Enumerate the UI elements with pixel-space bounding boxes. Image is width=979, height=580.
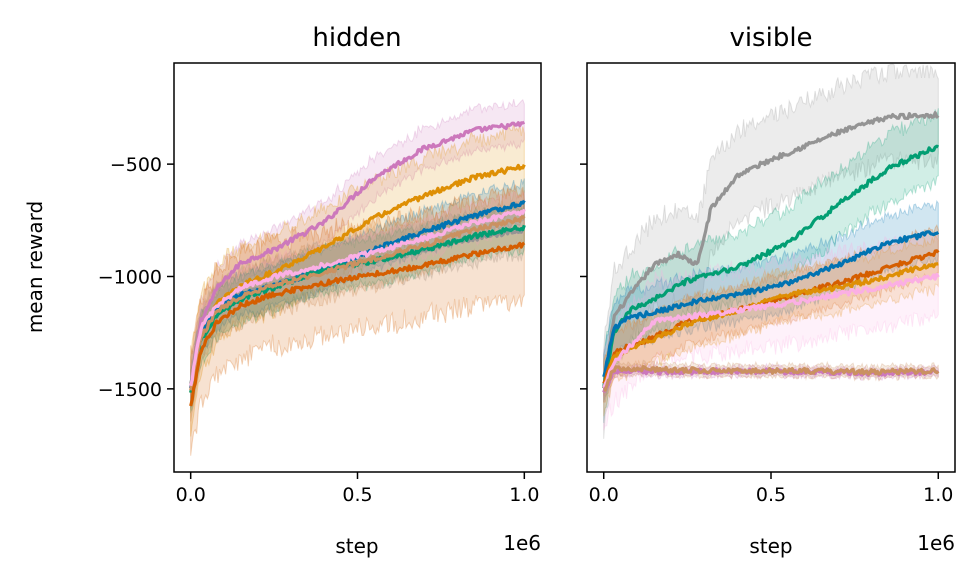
series-band: [190, 184, 525, 456]
y-tick-label: −1500: [98, 379, 162, 401]
series-band: [603, 63, 939, 439]
x-offset-label: 1e6: [503, 531, 541, 555]
series-line: [189, 241, 526, 407]
panel-hidden: hidden 0.0 0.5 1.0−500−1000−1500 step 1e6 …: [23, 23, 542, 558]
series-line: [602, 272, 940, 389]
series-band: [603, 359, 939, 398]
series-band: [603, 224, 939, 403]
series-band: [190, 123, 525, 437]
series-line: [603, 365, 940, 392]
series-line: [189, 120, 526, 389]
y-tick-label: −1000: [98, 266, 162, 288]
tick-group: 0.0 0.5 1.0: [580, 163, 953, 506]
series-band: [603, 233, 939, 417]
series-line: [602, 262, 939, 389]
x-offset-label: 1e6: [917, 531, 955, 555]
chart-title: visible: [729, 23, 812, 53]
x-tick-label: 1.0: [923, 484, 953, 506]
x-axis-label: step: [749, 534, 792, 558]
series-line: [602, 111, 940, 389]
plot-area: [189, 98, 526, 456]
x-tick-label: 0.5: [756, 484, 786, 506]
y-axis-label: mean reward: [23, 201, 47, 333]
panel-visible: visible 0.0 0.5 1.0 step 1e6: [580, 23, 956, 558]
x-axis-label: step: [335, 534, 378, 558]
series-line: [189, 163, 526, 394]
series-line: [602, 230, 940, 378]
x-tick-label: 0.0: [589, 484, 619, 506]
x-tick-label: 0.5: [342, 484, 372, 506]
series-band: [603, 108, 939, 423]
series-line: [189, 208, 526, 387]
series-line: [189, 215, 526, 391]
series-band: [190, 202, 525, 414]
plot-area: [602, 63, 940, 439]
x-tick-label: 1.0: [509, 484, 539, 506]
tick-group: 0.0 0.5 1.0 −500 −1000 −1500: [98, 154, 540, 506]
chart-title: hidden: [312, 23, 401, 53]
y-tick-label: −500: [110, 154, 162, 176]
x-tick-label: 0.0: [176, 484, 206, 506]
series-band: [190, 198, 525, 410]
series-line: [602, 144, 940, 389]
